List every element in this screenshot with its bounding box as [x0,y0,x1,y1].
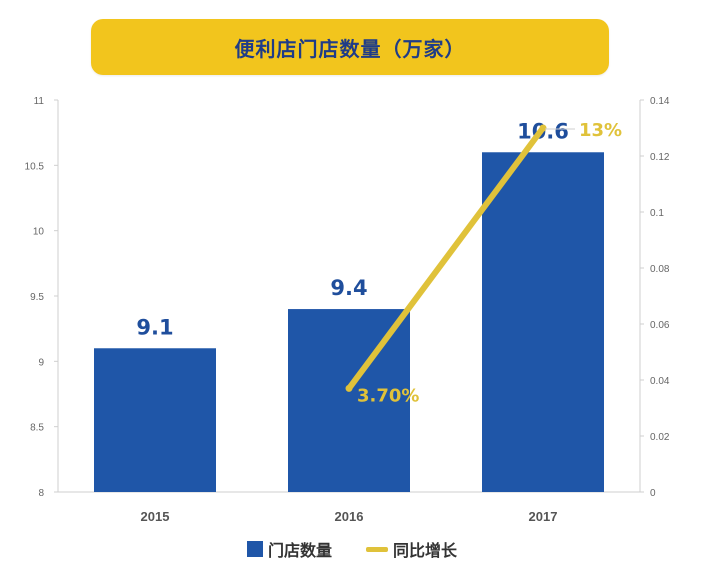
chart-title: 便利店门店数量（万家） [234,36,466,61]
y-right-tick-label: 0.06 [650,320,670,331]
growth-value-label: 3.70% [357,385,419,406]
y-left-tick-label: 9 [38,357,44,368]
y-right-tick-label: 0.14 [650,96,670,107]
legend-bar-swatch [246,541,263,557]
y-left-tick-label: 9.5 [30,292,44,303]
chart-title-banner: 便利店门店数量（万家） [91,19,609,75]
bar [288,309,410,492]
y-left-tick-label: 8.5 [30,423,44,434]
y-left-tick-label: 10 [33,227,45,238]
legend: 门店数量 同比增长 [0,537,704,561]
y-left-tick-label: 10.5 [25,161,45,172]
y-right-tick-label: 0.1 [650,208,664,219]
legend-item-growth: 同比增长 [366,537,457,561]
legend-line-swatch [366,546,388,552]
bar [482,152,604,492]
bar [94,348,216,492]
legend-label-growth: 同比增长 [393,541,458,560]
y-right-tick-label: 0.04 [650,376,670,387]
growth-value-label: 13% [579,120,622,141]
x-tick-label: 2017 [529,509,558,524]
x-tick-label: 2015 [141,509,170,524]
y-left-tick-label: 11 [34,96,45,107]
bar-value-label: 9.4 [330,276,367,300]
growth-point [345,384,353,392]
growth-line [346,125,546,392]
y-right-tick-label: 0.12 [650,152,670,163]
x-tick-label: 2016 [335,509,364,524]
legend-label-stores: 门店数量 [267,541,332,560]
growth-point [539,124,547,132]
y-right-tick-label: 0 [650,488,656,499]
y-left-tick-label: 8 [38,488,44,499]
bar-value-label: 9.1 [136,315,173,339]
y-right-tick-label: 0.02 [650,432,670,443]
y-right-tick-label: 0.08 [650,264,670,275]
legend-item-stores: 门店数量 [246,537,332,561]
